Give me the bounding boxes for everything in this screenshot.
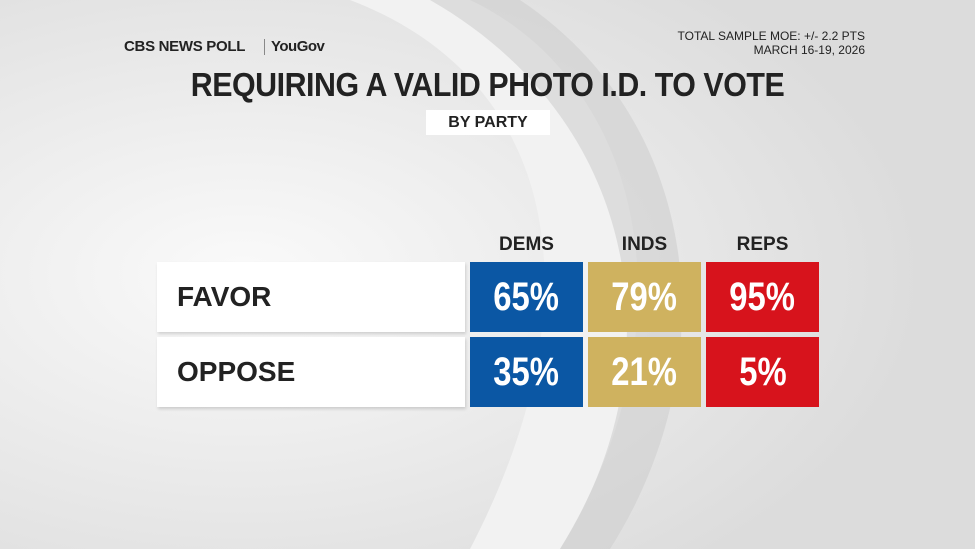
- value-cell: 95%: [706, 262, 819, 332]
- partner: YouGov: [271, 38, 325, 55]
- moe: TOTAL SAMPLE MOE: +/- 2.2 PTS: [677, 29, 866, 43]
- row-label: FAVOR: [157, 262, 465, 332]
- value-text: 65%: [493, 274, 560, 319]
- column-header: DEMS: [499, 234, 554, 255]
- row-label: OPPOSE: [157, 337, 465, 407]
- title: REQUIRING A VALID PHOTO I.D. TO VOTE: [190, 66, 785, 103]
- separator: [264, 39, 265, 55]
- value-text: 5%: [738, 349, 787, 394]
- brand: CBS NEWS POLL: [124, 38, 246, 55]
- column-header: INDS: [621, 234, 668, 255]
- column-header: REPS: [736, 234, 789, 255]
- value-text: 79%: [611, 274, 678, 319]
- value-cell: 21%: [588, 337, 701, 407]
- value-text: 95%: [729, 274, 796, 319]
- subtitle: BY PARTY: [426, 110, 550, 135]
- value-text: 21%: [611, 349, 678, 394]
- value-cell: 65%: [470, 262, 583, 332]
- value-cell: 79%: [588, 262, 701, 332]
- value-cell: 35%: [470, 337, 583, 407]
- value-text: 35%: [493, 349, 560, 394]
- dates: MARCH 16-19, 2026: [753, 43, 865, 57]
- value-cell: 5%: [706, 337, 819, 407]
